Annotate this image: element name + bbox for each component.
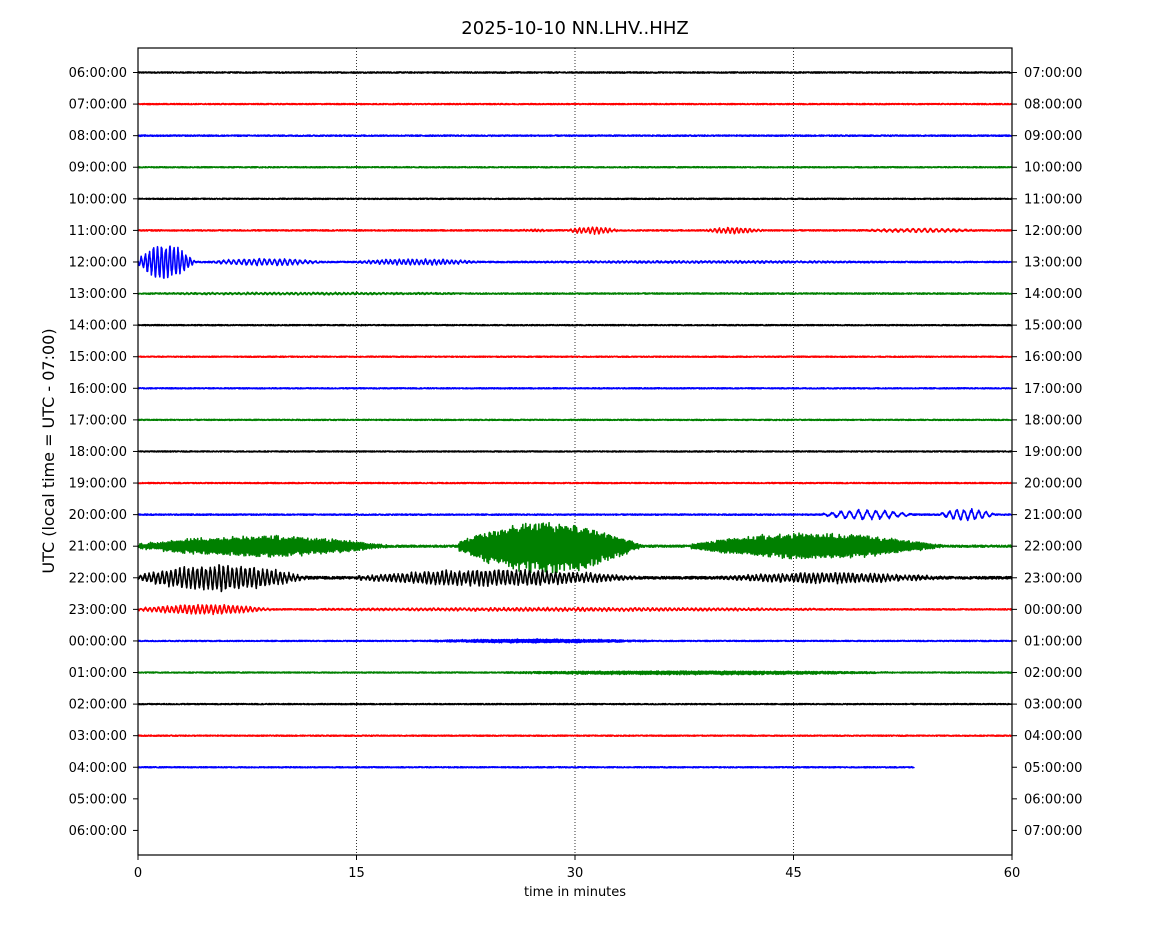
grid-lines [356, 48, 794, 855]
trace-line [137, 355, 1013, 359]
trace-line [137, 226, 1013, 235]
trace-line [137, 291, 1013, 296]
y-tick-label-right: 14:00:00 [1024, 287, 1082, 302]
y-tick-label-right: 22:00:00 [1024, 540, 1082, 555]
seismic-traces [137, 71, 1013, 769]
y-tick-label-right: 17:00:00 [1024, 382, 1082, 397]
y-tick-label-left: 06:00:00 [69, 824, 127, 839]
y-tick-label-right: 11:00:00 [1024, 192, 1082, 207]
y-tick-label-left: 05:00:00 [69, 792, 127, 807]
y-tick-label-right: 06:00:00 [1024, 792, 1082, 807]
trace-line [137, 521, 1013, 575]
y-tick-label-left: 09:00:00 [69, 161, 127, 176]
trace-line [137, 670, 1013, 676]
y-tick-label-left: 17:00:00 [69, 413, 127, 428]
x-tick-label: 15 [348, 866, 365, 881]
trace-line [137, 134, 1013, 138]
x-tick-label: 60 [1004, 866, 1021, 881]
trace-line [137, 603, 1013, 616]
trace-line [137, 702, 1013, 706]
x-axis-label: time in minutes [524, 885, 626, 900]
y-tick-label-left: 18:00:00 [69, 445, 127, 460]
trace-line [137, 197, 1013, 201]
trace-line [137, 450, 1013, 453]
trace-line [137, 507, 1013, 522]
y-tick-label-left: 10:00:00 [69, 192, 127, 207]
y-tick-label-right: 15:00:00 [1024, 319, 1082, 334]
y-tick-label-right: 03:00:00 [1024, 698, 1082, 713]
x-axis-ticks: 0 15 30 45 60 [134, 855, 1020, 881]
y-tick-label-left: 08:00:00 [69, 129, 127, 144]
y-tick-label-right: 07:00:00 [1024, 824, 1082, 839]
y-axis-ticks: 06:00:00 07:00:00 08:00:00 09:00:00 10:00:00… [69, 66, 1083, 839]
y-tick-label-left: 16:00:00 [69, 382, 127, 397]
y-tick-label-left: 00:00:00 [69, 634, 127, 649]
y-tick-label-right: 05:00:00 [1024, 761, 1082, 776]
trace-line [137, 765, 915, 769]
y-tick-label-left: 11:00:00 [69, 224, 127, 239]
y-tick-label-left: 07:00:00 [69, 98, 127, 113]
trace-line [137, 71, 1013, 74]
y-tick-label-right: 18:00:00 [1024, 413, 1082, 428]
y-tick-label-right: 01:00:00 [1024, 634, 1082, 649]
trace-line [137, 481, 1013, 485]
trace-line [137, 564, 1013, 593]
y-tick-label-left: 20:00:00 [69, 508, 127, 523]
y-tick-label-left: 12:00:00 [69, 255, 127, 270]
y-tick-label-left: 21:00:00 [69, 540, 127, 555]
x-tick-label: 30 [567, 866, 584, 881]
x-tick-label: 0 [134, 866, 142, 881]
y-tick-label-right: 00:00:00 [1024, 603, 1082, 618]
y-tick-label-right: 13:00:00 [1024, 255, 1082, 270]
trace-line [137, 734, 1013, 737]
y-tick-label-right: 16:00:00 [1024, 350, 1082, 365]
trace-line [137, 102, 1013, 106]
trace-line [137, 638, 1013, 644]
chart-title: 2025-10-10 NN.LHV..HHZ [461, 18, 688, 39]
y-tick-label-left: 04:00:00 [69, 761, 127, 776]
y-tick-label-right: 07:00:00 [1024, 66, 1082, 81]
y-tick-label-left: 14:00:00 [69, 319, 127, 334]
y-tick-label-right: 23:00:00 [1024, 571, 1082, 586]
y-tick-label-left: 19:00:00 [69, 477, 127, 492]
y-tick-label-left: 22:00:00 [69, 571, 127, 586]
x-tick-label: 45 [785, 866, 802, 881]
y-tick-label-right: 04:00:00 [1024, 729, 1082, 744]
y-tick-label-left: 03:00:00 [69, 729, 127, 744]
y-tick-label-right: 19:00:00 [1024, 445, 1082, 460]
y-tick-label-left: 23:00:00 [69, 603, 127, 618]
trace-line [137, 165, 1013, 169]
trace-line [137, 245, 1013, 279]
y-tick-label-left: 02:00:00 [69, 698, 127, 713]
y-tick-label-right: 12:00:00 [1024, 224, 1082, 239]
trace-line [137, 387, 1013, 390]
y-tick-label-right: 09:00:00 [1024, 129, 1082, 144]
y-tick-label-right: 02:00:00 [1024, 666, 1082, 681]
y-tick-label-left: 13:00:00 [69, 287, 127, 302]
y-tick-label-right: 10:00:00 [1024, 161, 1082, 176]
trace-line [137, 418, 1013, 422]
y-tick-label-right: 20:00:00 [1024, 477, 1082, 492]
y-tick-label-right: 21:00:00 [1024, 508, 1082, 523]
y-tick-label-left: 06:00:00 [69, 66, 127, 81]
y-tick-label-left: 01:00:00 [69, 666, 127, 681]
y-tick-label-right: 08:00:00 [1024, 98, 1082, 113]
trace-line [137, 323, 1013, 327]
y-axis-label: UTC (local time = UTC - 07:00) [39, 328, 58, 573]
y-tick-label-left: 15:00:00 [69, 350, 127, 365]
